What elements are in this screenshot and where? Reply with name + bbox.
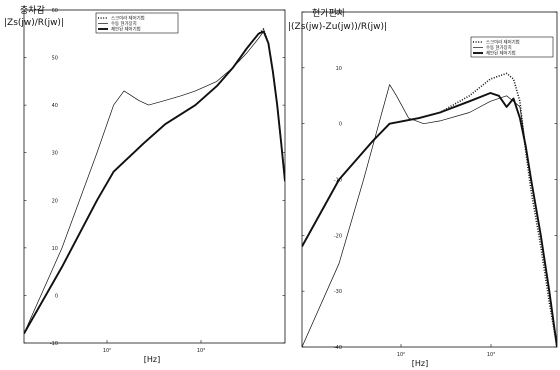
legend-box (95, 12, 179, 34)
right-ylabel-line1: 현가편차 (312, 9, 346, 19)
y-tick-label: 20 (336, 10, 342, 16)
series-line-dotted (24, 28, 285, 334)
left-ylabel-line1: 충차감 (20, 6, 45, 16)
right-ylabel-line2: |(Zs(jw)-Zu(jw))/R(jw)| (288, 22, 387, 32)
x-axis-label: [Hz] (144, 355, 160, 364)
legend-box (470, 36, 554, 58)
y-tick-label: 60 (52, 8, 58, 14)
x-tick-label: 10³ (487, 352, 495, 358)
series-line-bold (302, 92, 557, 347)
series-line-dotted (302, 72, 557, 347)
y-tick-label: 40 (52, 103, 58, 109)
legend-label: 스크이라 제어기법 (486, 39, 520, 46)
left-ylabel-line2: |Zs(jw)/R(jw)| (4, 18, 64, 28)
x-tick-label: 10³ (197, 348, 205, 354)
y-tick-label: -40 (334, 345, 342, 351)
legend-label: 수동 현가장치 (486, 44, 512, 51)
y-tick-label: -30 (334, 289, 342, 295)
y-tick-label: 10 (336, 66, 342, 72)
legend-label: 제안된 제어기법 (111, 26, 141, 33)
y-tick-label: -20 (334, 233, 342, 239)
plot-frame (23, 9, 286, 344)
series-line-bold (24, 30, 285, 334)
y-tick-label: 0 (55, 293, 58, 299)
y-tick-label: 50 (52, 56, 58, 62)
y-tick-label: 30 (52, 151, 58, 157)
series-line-thin (24, 31, 285, 334)
legend-label: 수동 현가장치 (111, 20, 137, 27)
x-axis-label: [Hz] (412, 359, 428, 368)
y-tick-label: 20 (52, 198, 58, 204)
y-tick-label: 0 (339, 122, 342, 128)
x-tick-label: 10² (397, 352, 405, 358)
y-tick-label: -10 (50, 341, 58, 347)
legend-label: 제안된 제어기법 (486, 50, 516, 57)
y-tick-label: 10 (52, 246, 58, 252)
x-tick-label: 10² (103, 348, 111, 354)
legend-label: 스크이라 제어기법 (111, 15, 145, 22)
